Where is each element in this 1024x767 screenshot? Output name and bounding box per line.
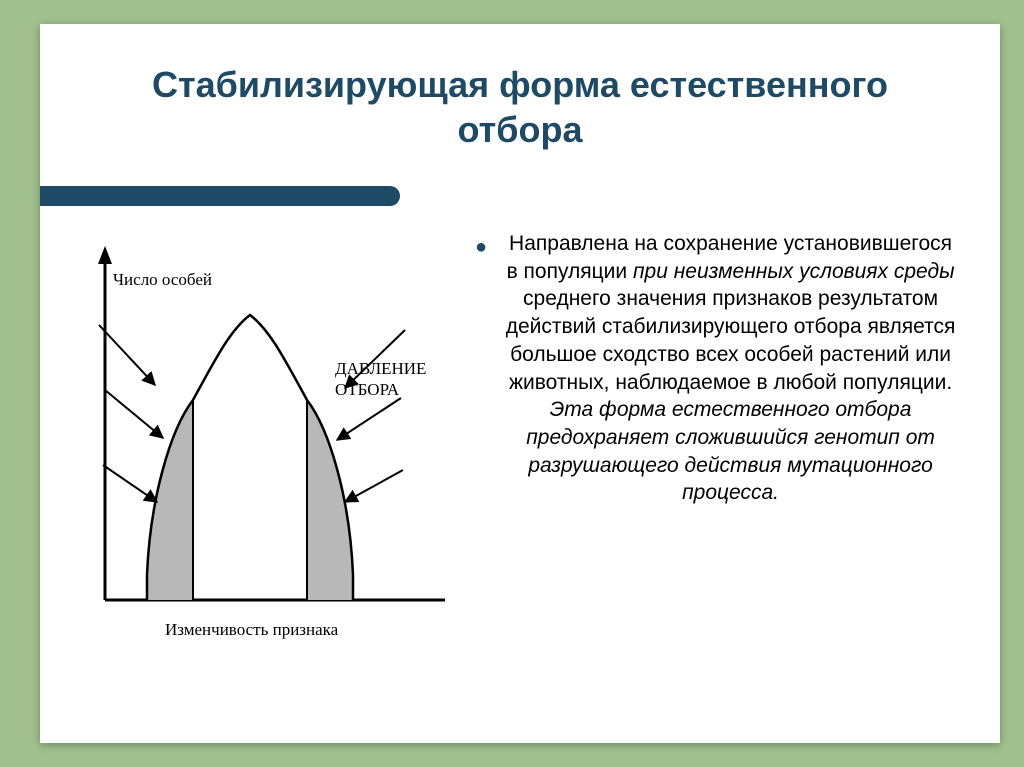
bullet-item: ● Направлена на сохранение установившего… <box>475 230 960 507</box>
right-shaded-region <box>307 400 353 600</box>
pressure-arrow-icon <box>105 390 163 438</box>
text-panel: ● Направлена на сохранение установившего… <box>475 222 1000 743</box>
chart-svg <box>75 240 465 660</box>
body-part2-italic: при неизменных условиях среды <box>633 260 955 283</box>
title-underline-bar <box>40 186 400 206</box>
pressure-arrow-icon <box>345 470 403 502</box>
chart-y-axis-label: Число особей <box>113 270 212 290</box>
pressure-arrow-icon <box>337 398 401 440</box>
pressure-arrow-icon <box>103 465 157 502</box>
bell-curve-chart: Число особей <box>75 240 465 660</box>
pressure-arrow-icon <box>99 325 155 385</box>
chart-panel: Число особей <box>40 222 475 743</box>
slide: Стабилизирующая форма естественного отбо… <box>40 24 1000 743</box>
slide-title: Стабилизирующая форма естественного отбо… <box>100 62 940 152</box>
bullet-icon: ● <box>475 236 487 259</box>
pressure-label: ДАВЛЕНИЕ ОТБОРА <box>335 358 426 401</box>
content-row: Число особей <box>40 222 1000 743</box>
body-part3: среднего значения признаков результатом … <box>506 287 956 393</box>
body-paragraph: Направлена на сохранение установившегося… <box>501 230 960 507</box>
chart-x-axis-label: Изменчивость признака <box>165 620 338 640</box>
title-area: Стабилизирующая форма естественного отбо… <box>40 24 1000 162</box>
pressure-label-text: ДАВЛЕНИЕ ОТБОРА <box>335 359 426 399</box>
body-part4-italic: Эта форма естественного отбора предохран… <box>526 398 935 504</box>
